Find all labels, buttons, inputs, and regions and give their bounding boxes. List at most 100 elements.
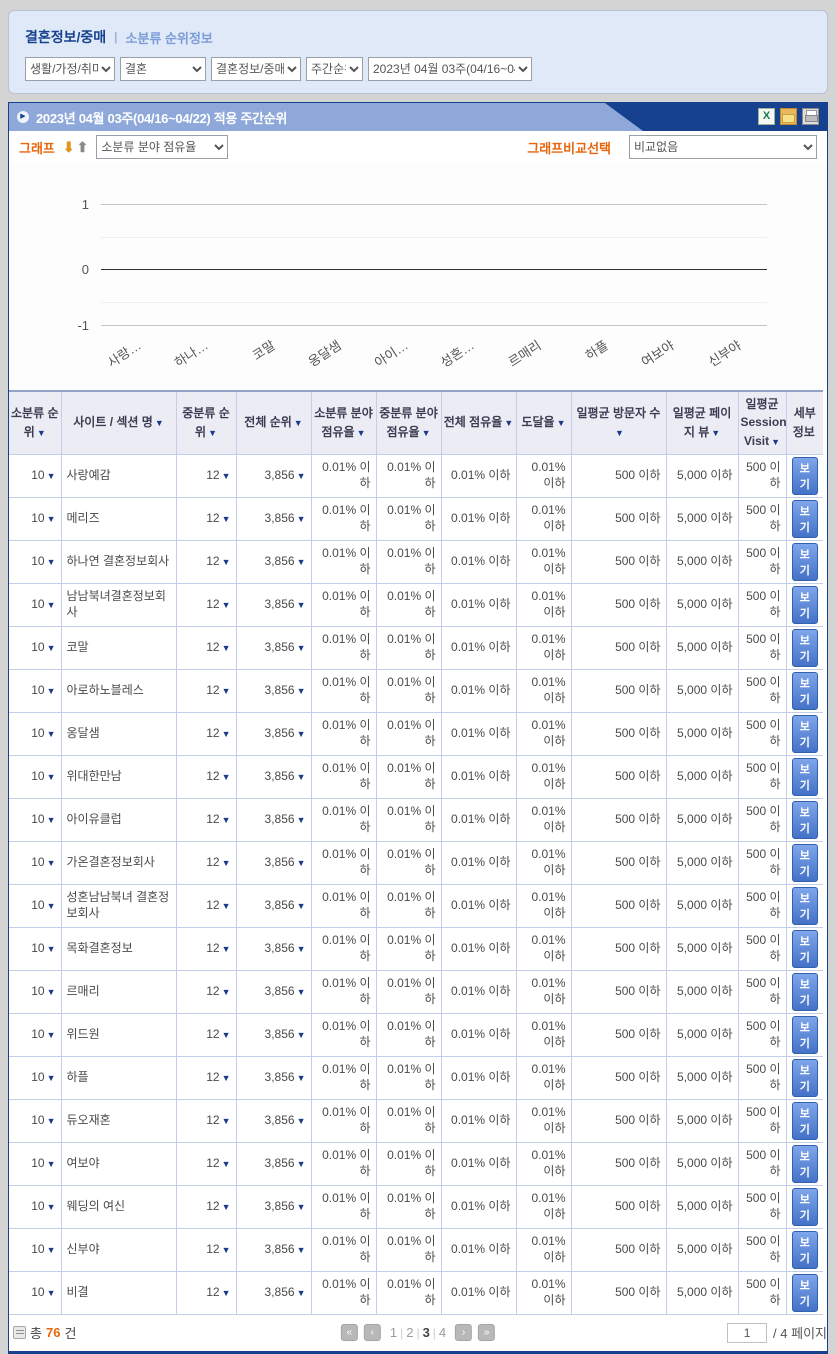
cell-sub-share: 0.01% 이하: [310, 1270, 377, 1315]
column-header[interactable]: 전체 점유율 ▼: [440, 391, 517, 455]
cell-daily-visitors: 500 이하: [570, 1055, 667, 1100]
dropdown-arrow-icon: ▼: [221, 599, 231, 610]
column-header[interactable]: 중분류 분야 점유율 ▼: [375, 391, 442, 455]
page-number-2[interactable]: 2: [406, 1325, 414, 1340]
cell-total-rank: 3,856 ▼: [235, 1098, 312, 1143]
dropdown-arrow-icon: ▼: [296, 1287, 306, 1298]
sort-ascending-icon[interactable]: ⬆: [76, 138, 89, 155]
cell-mid-rank: 12 ▼: [175, 625, 237, 670]
cell-daily-visitors: 500 이하: [570, 1098, 667, 1143]
cell-daily-pageviews: 5,000 이하: [665, 1055, 739, 1100]
view-detail-button[interactable]: 보기: [791, 757, 818, 796]
view-detail-button[interactable]: 보기: [791, 542, 818, 581]
cell-daily-pageviews: 5,000 이하: [665, 625, 739, 670]
cell-daily-visitors: 500 이하: [570, 1270, 667, 1315]
column-header[interactable]: 소분류 분야 점유율 ▼: [310, 391, 377, 455]
dropdown-arrow-icon: ▼: [46, 1115, 56, 1126]
view-detail-button[interactable]: 보기: [791, 1273, 818, 1312]
sort-arrow-icon: ▼: [356, 427, 366, 438]
view-detail-button[interactable]: 보기: [791, 499, 818, 538]
cell-total-rank: 3,856 ▼: [235, 496, 312, 541]
next-page-button[interactable]: ›: [455, 1324, 473, 1341]
cell-daily-pageviews: 5,000 이하: [665, 582, 739, 627]
view-detail-button[interactable]: 보기: [791, 628, 818, 667]
view-detail-button[interactable]: 보기: [791, 1230, 818, 1269]
cell-daily-pageviews: 5,000 이하: [665, 453, 739, 498]
view-detail-button[interactable]: 보기: [791, 671, 818, 710]
view-detail-button[interactable]: 보기: [791, 843, 818, 882]
graph-compare-select[interactable]: 비교없음: [629, 135, 817, 159]
cell-mid-share: 0.01% 이하: [375, 711, 442, 756]
column-header[interactable]: 중분류 순위 ▼: [175, 391, 237, 455]
cell-mid-share: 0.01% 이하: [375, 1055, 442, 1100]
period-week-select[interactable]: 2023년 04월 03주(04/16~04/22): [368, 57, 532, 81]
page-number-4[interactable]: 4: [438, 1325, 447, 1340]
y-tick-label: -1: [77, 318, 89, 333]
view-detail-button[interactable]: 보기: [791, 1058, 818, 1097]
last-page-button[interactable]: »: [478, 1324, 496, 1341]
cell-reach: 0.01% 이하: [515, 668, 572, 713]
view-detail-button[interactable]: 보기: [791, 800, 818, 839]
view-detail-button[interactable]: 보기: [791, 1144, 818, 1183]
cell-site-name: 듀오재혼: [60, 1098, 177, 1143]
page-input[interactable]: [727, 1322, 768, 1343]
period-type-select[interactable]: 주간순위: [306, 57, 363, 81]
printer-icon[interactable]: [802, 108, 819, 125]
column-header[interactable]: 전체 순위 ▼: [235, 391, 312, 455]
view-detail-button[interactable]: 보기: [791, 714, 818, 753]
category-small-select[interactable]: 결혼정보/중매: [211, 57, 301, 81]
first-page-button[interactable]: «: [340, 1324, 358, 1341]
dropdown-arrow-icon: ▼: [46, 1029, 56, 1040]
column-header[interactable]: 도달율 ▼: [515, 391, 572, 455]
table-row: 10 ▼ 남남북녀결혼정보회사 12 ▼ 3,856 ▼ 0.01% 이하 0.01%…: [9, 582, 823, 627]
cell-daily-pageviews: 5,000 이하: [665, 1184, 739, 1229]
sort-arrow-icon: ▼: [711, 427, 721, 438]
column-header[interactable]: 일평균 페이지 뷰 ▼: [665, 391, 739, 455]
cell-sub-rank: 10 ▼: [9, 711, 62, 756]
cell-sub-rank: 10 ▼: [9, 1227, 62, 1272]
cell-reach: 0.01% 이하: [515, 1227, 572, 1272]
cell-site-name: 웨딩의 여신: [60, 1184, 177, 1229]
cell-reach: 0.01% 이하: [515, 754, 572, 799]
sort-descending-icon[interactable]: ⬇: [62, 138, 75, 155]
view-detail-button[interactable]: 보기: [791, 1015, 818, 1054]
dropdown-arrow-icon: ▼: [221, 470, 231, 481]
table-row: 10 ▼ 여보야 12 ▼ 3,856 ▼ 0.01% 이하 0.01% 이하 0.0…: [9, 1141, 823, 1186]
total-suffix: 건: [64, 1326, 77, 1341]
view-detail-button[interactable]: 보기: [791, 929, 818, 968]
page-number-3[interactable]: 3: [422, 1325, 430, 1340]
cell-session-visit: 500 이하: [737, 969, 787, 1014]
cell-reach: 0.01% 이하: [515, 453, 572, 498]
cell-total-rank: 3,856 ▼: [235, 1141, 312, 1186]
column-header[interactable]: 세부 정보: [785, 391, 823, 455]
cell-total-share: 0.01% 이하: [440, 1098, 517, 1143]
cell-session-visit: 500 이하: [737, 1098, 787, 1143]
column-header[interactable]: 일평균 방문자 수▼: [570, 391, 667, 455]
view-detail-button[interactable]: 보기: [791, 1101, 818, 1140]
cell-session-visit: 500 이하: [737, 797, 787, 842]
page-number-1[interactable]: 1: [389, 1325, 398, 1340]
column-header[interactable]: 사이트 / 섹션 명 ▼: [60, 391, 177, 455]
view-detail-button[interactable]: 보기: [791, 1187, 818, 1226]
cell-session-visit: 500 이하: [737, 711, 787, 756]
cell-detail: 보기: [785, 668, 823, 713]
view-detail-button[interactable]: 보기: [791, 456, 818, 495]
view-detail-button[interactable]: 보기: [791, 886, 818, 925]
cell-sub-rank: 10 ▼: [9, 1012, 62, 1057]
column-header[interactable]: 일평균 Session Visit ▼: [737, 391, 787, 455]
cell-reach: 0.01% 이하: [515, 926, 572, 971]
view-detail-button[interactable]: 보기: [791, 972, 818, 1011]
cell-sub-share: 0.01% 이하: [310, 711, 377, 756]
mail-icon[interactable]: [780, 108, 797, 125]
column-header[interactable]: 소분류 순위 ▼: [9, 391, 62, 455]
category-large-select[interactable]: 생활/가정/취미: [25, 57, 115, 81]
view-detail-button[interactable]: 보기: [791, 585, 818, 624]
prev-page-button[interactable]: ‹: [363, 1324, 381, 1341]
category-mid-select[interactable]: 결혼: [120, 57, 206, 81]
cell-sub-rank: 10 ▼: [9, 1141, 62, 1186]
cell-reach: 0.01% 이하: [515, 969, 572, 1014]
excel-icon[interactable]: X: [758, 108, 775, 125]
graph-metric-select[interactable]: 소분류 분야 점유율: [96, 135, 229, 159]
cell-reach: 0.01% 이하: [515, 1141, 572, 1186]
sort-arrow-icon: ▼: [615, 427, 624, 438]
